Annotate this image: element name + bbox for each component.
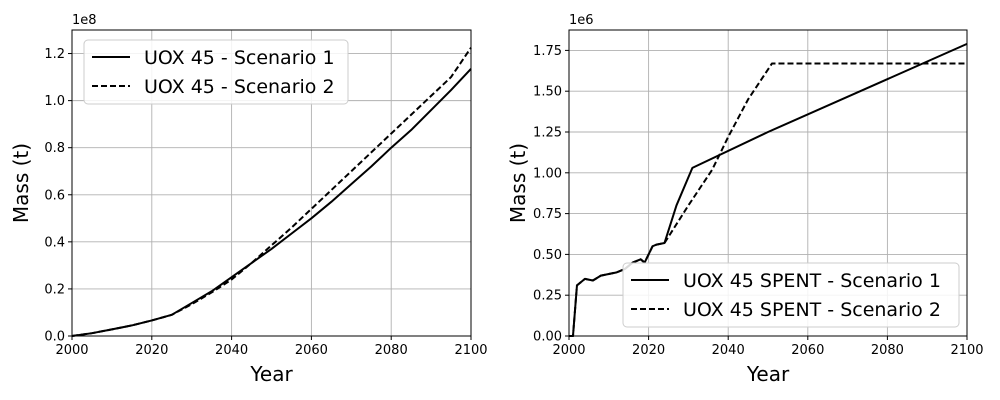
chart-0-y-tick-label-2: 0.4 xyxy=(44,235,65,250)
chart-1-legend-label-1: UOX 45 SPENT - Scenario 2 xyxy=(683,299,941,321)
chart-0-y-tick-label-6: 1.2 xyxy=(44,47,65,62)
chart-1-y-tick-label-5: 1.25 xyxy=(533,126,562,141)
chart-0-y-tick-label-1: 0.2 xyxy=(44,282,65,297)
chart-1-y-tick-label-1: 0.25 xyxy=(533,289,562,304)
chart-1-legend-box xyxy=(622,262,960,328)
chart-1-y-tick-label-0: 0.00 xyxy=(533,330,562,345)
chart-uox45-spent-mass: 2000 2020 2040 2060 2080 2100 0.00 0.25 0.50 0.75… xyxy=(506,13,984,386)
chart-1-plot-frame xyxy=(568,29,968,337)
chart-0-x-axis-label: Year xyxy=(249,362,293,386)
chart-0-y-tick-label-0: 0.0 xyxy=(44,330,65,345)
chart-0-legend-label-1: UOX 45 - Scenario 2 xyxy=(144,76,335,98)
chart-1-x-axis-label: Year xyxy=(746,362,790,386)
chart-1-legend: UOX 45 SPENT - Scenario 1 UOX 45 SPENT - … xyxy=(622,262,960,328)
chart-0-x-tick-label-4: 2080 xyxy=(375,343,408,358)
chart-0-y-tick-label-5: 1.0 xyxy=(44,94,65,109)
chart-0-x-tick-label-2: 2040 xyxy=(215,343,248,358)
chart-0-offset-label: 1e8 xyxy=(72,13,97,28)
chart-0-series-line-1 xyxy=(71,47,472,337)
chart-0-plot-frame xyxy=(71,29,472,337)
chart-1-x-tick-label-1: 2020 xyxy=(632,343,665,358)
chart-0-y-tick-label-4: 0.8 xyxy=(44,141,65,156)
chart-1-x-tick-label-0: 2000 xyxy=(552,343,585,358)
chart-1-y-tick-label-2: 0.50 xyxy=(533,248,562,263)
chart-1-x-tick-label-4: 2080 xyxy=(871,343,904,358)
chart-0-x-tick-label-0: 2000 xyxy=(55,343,88,358)
chart-1-series-line-1 xyxy=(569,62,967,337)
chart-1-y-tick-label-4: 1.00 xyxy=(533,166,562,181)
chart-0-legend-label-0: UOX 45 - Scenario 1 xyxy=(144,47,335,69)
chart-0-y-axis-label: Mass (t) xyxy=(9,143,33,223)
chart-1-y-tick-label-6: 1.50 xyxy=(533,85,562,100)
chart-1-y-axis-label: Mass (t) xyxy=(506,143,530,223)
chart-1-x-tick-label-5: 2100 xyxy=(950,343,983,358)
chart-1-x-tick-label-3: 2060 xyxy=(791,343,824,358)
chart-0-series-line-0 xyxy=(71,68,472,337)
chart-1-x-tick-label-2: 2040 xyxy=(712,343,745,358)
chart-0-x-tick-label-3: 2060 xyxy=(295,343,328,358)
chart-0-x-tick-label-5: 2100 xyxy=(454,343,487,358)
chart-0-x-tick-label-1: 2020 xyxy=(135,343,168,358)
chart-0-legend-box xyxy=(83,39,349,105)
chart-1-y-tick-label-3: 0.75 xyxy=(533,207,562,222)
chart-uox45-mass: 2000 2020 2040 2060 2080 2100 0.0 0.2 0.4 0.6 0.8 1… xyxy=(9,13,488,386)
chart-1-legend-label-0: UOX 45 SPENT - Scenario 1 xyxy=(683,270,941,292)
chart-0-legend: UOX 45 - Scenario 1 UOX 45 - Scenario 2 xyxy=(83,39,349,105)
chart-1-offset-label: 1e6 xyxy=(569,13,594,28)
chart-0-y-tick-label-3: 0.6 xyxy=(44,188,65,203)
chart-1-y-tick-label-7: 1.75 xyxy=(533,44,562,59)
